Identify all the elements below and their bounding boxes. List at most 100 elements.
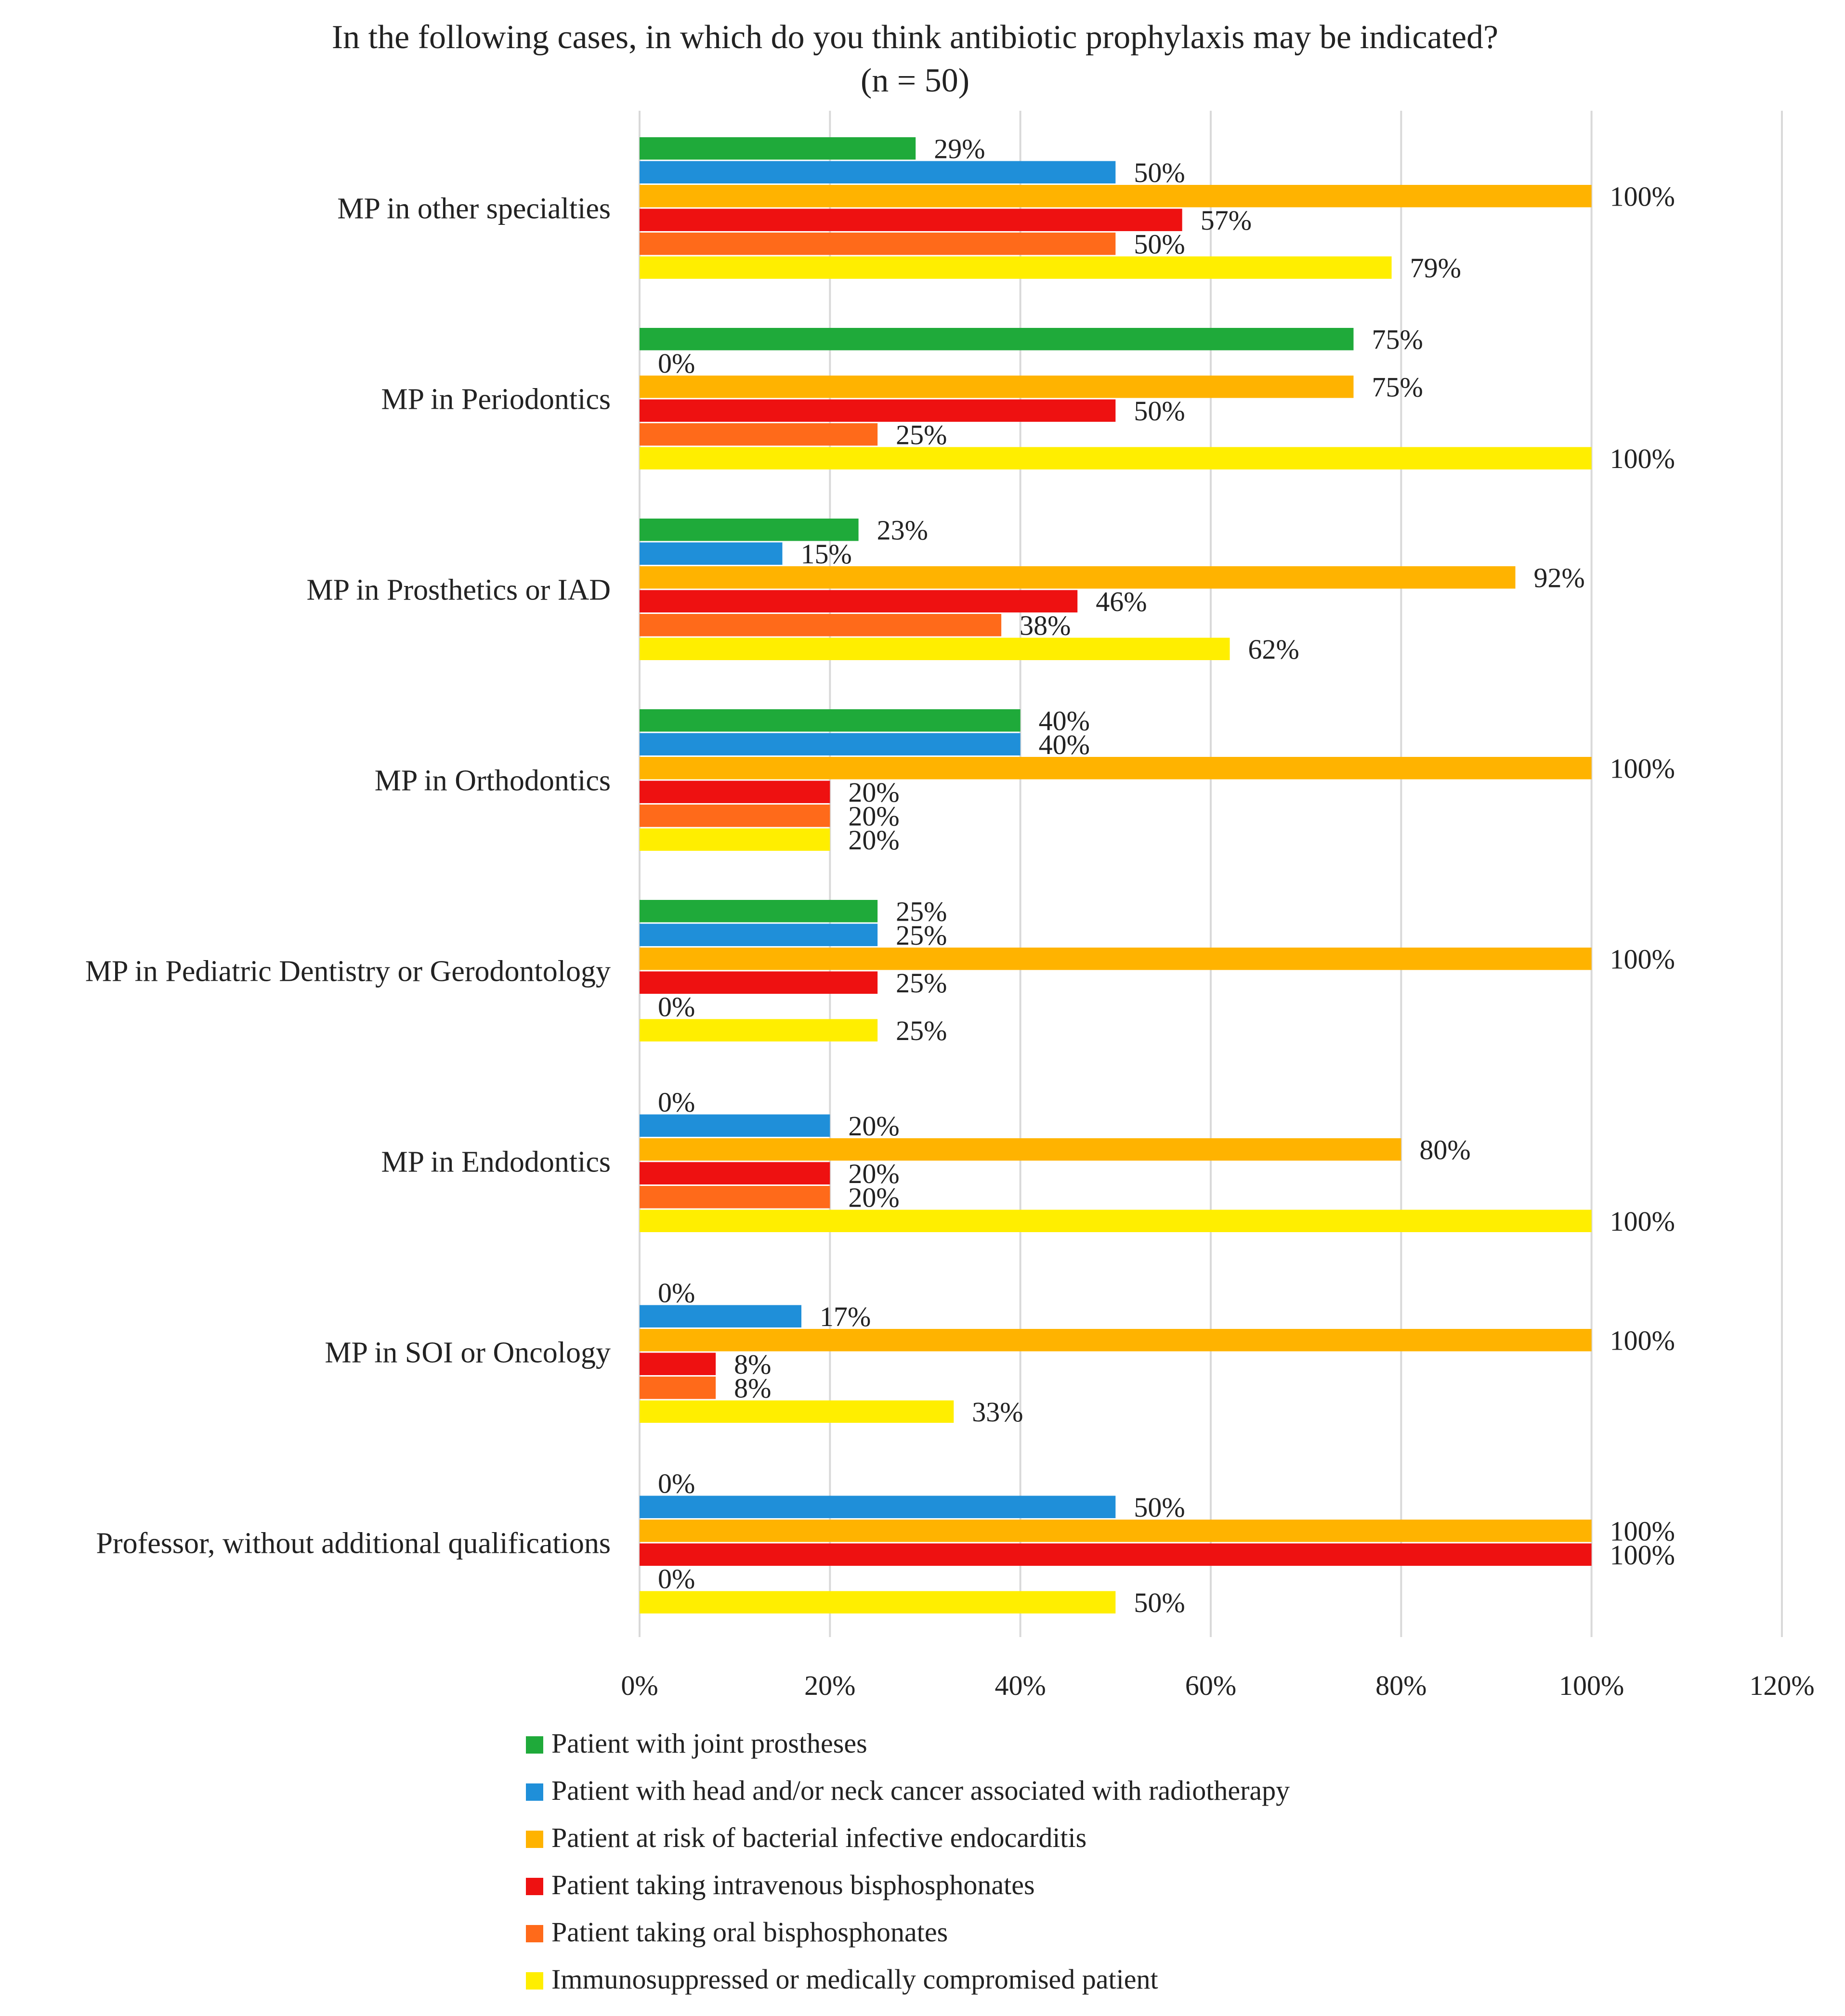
bar: [640, 1019, 878, 1041]
bar: [640, 733, 1021, 755]
data-label: 79%: [1410, 252, 1461, 284]
data-label: 20%: [848, 1110, 899, 1142]
x-tick-label: 120%: [1749, 1670, 1814, 1701]
x-axis-ticks: 0% 20% 40% 60% 80% 100% 120%: [621, 1670, 1814, 1701]
data-label: 0%: [658, 1277, 695, 1308]
data-label: 0%: [658, 348, 695, 379]
category-label: MP in Endodontics: [381, 1146, 611, 1179]
bar: [640, 208, 1182, 231]
x-tick-label: 0%: [621, 1670, 658, 1701]
bar: [640, 1496, 1116, 1518]
bar: [640, 757, 1592, 780]
data-label: 0%: [658, 1468, 695, 1499]
data-label: 25%: [896, 896, 947, 927]
bar: [640, 948, 1592, 970]
data-label: 33%: [972, 1396, 1023, 1428]
data-label: 75%: [1372, 324, 1423, 355]
data-label: 75%: [1372, 371, 1423, 403]
bar: [640, 709, 1021, 732]
gridlines: [639, 111, 1783, 1637]
bar: [640, 1186, 830, 1209]
legend-label: Patient with head and/or neck cancer ass…: [551, 1775, 1290, 1806]
data-labels: 29% 50% 100% 57% 50% 79% 75% 0% 75% 50% 25% 100% 23%…: [658, 133, 1675, 1618]
bar: [640, 1543, 1592, 1566]
legend-label: Patient taking oral bisphosphonates: [551, 1916, 948, 1948]
data-label: 20%: [848, 1158, 899, 1189]
data-label: 50%: [1134, 157, 1185, 188]
data-label: 0%: [658, 991, 695, 1022]
bar: [640, 328, 1354, 351]
category-label: MP in Pediatric Dentistry or Gerodontolo…: [85, 955, 611, 988]
legend-label: Patient with joint prostheses: [551, 1728, 867, 1759]
bar: [640, 519, 859, 541]
category-label: Professor, without additional qualificat…: [96, 1527, 611, 1560]
bar: [640, 542, 783, 565]
bar: [640, 447, 1592, 469]
bar: [640, 900, 878, 923]
bar: [640, 1353, 716, 1375]
legend-swatch: [526, 1972, 543, 1990]
data-label: 92%: [1534, 562, 1585, 593]
data-label: 40%: [1039, 729, 1090, 760]
bar: [640, 256, 1392, 279]
x-tick-label: 40%: [995, 1670, 1046, 1701]
data-label: 23%: [877, 514, 928, 546]
category-label: MP in SOI or Oncology: [325, 1337, 611, 1369]
x-tick-label: 80%: [1375, 1670, 1426, 1701]
bars: [640, 137, 1592, 1613]
bar: [640, 805, 830, 827]
data-label: 17%: [820, 1301, 871, 1332]
bar: [640, 1114, 830, 1137]
data-label: 25%: [896, 920, 947, 951]
legend-swatch: [526, 1736, 543, 1754]
data-label: 50%: [1134, 228, 1185, 260]
bar: [640, 1210, 1592, 1232]
data-label: 15%: [801, 538, 852, 570]
data-label: 50%: [1134, 1587, 1185, 1618]
data-label: 57%: [1201, 205, 1252, 236]
bar: [640, 828, 830, 851]
legend-swatch: [526, 1925, 543, 1942]
data-label: 25%: [896, 419, 947, 450]
bar: [640, 233, 1116, 255]
legend-label: Immunosuppressed or medically compromise…: [551, 1964, 1158, 1995]
bar: [640, 1329, 1592, 1352]
bar: [640, 1305, 802, 1327]
legend-label: Patient taking intravenous bisphosphonat…: [551, 1869, 1035, 1900]
data-label: 40%: [1039, 705, 1090, 736]
bar: [640, 923, 878, 946]
data-label: 25%: [896, 967, 947, 999]
category-labels: MP in other specialties MP in Periodontic…: [85, 193, 611, 1560]
bar: [640, 566, 1516, 589]
bar: [640, 376, 1354, 398]
data-label: 80%: [1419, 1134, 1470, 1165]
bar: [640, 614, 1002, 637]
data-label: 20%: [848, 800, 899, 832]
bar: [640, 637, 1230, 660]
legend-swatch: [526, 1783, 543, 1801]
bar: [640, 971, 878, 994]
bar: [640, 399, 1116, 422]
bar: [640, 590, 1078, 612]
data-label: 0%: [658, 1086, 695, 1118]
data-label: 100%: [1610, 1325, 1675, 1356]
bar: [640, 1400, 954, 1423]
data-label: 20%: [848, 1182, 899, 1213]
x-tick-label: 100%: [1559, 1670, 1624, 1701]
legend-label: Patient at risk of bacterial infective e…: [551, 1822, 1086, 1853]
legend: Patient with joint prostheses Patient wit…: [526, 1728, 1290, 1995]
category-label: MP in Periodontics: [381, 383, 611, 416]
category-label: MP in Orthodontics: [375, 765, 611, 797]
x-tick-label: 20%: [804, 1670, 855, 1701]
data-label: 100%: [1610, 1515, 1675, 1547]
legend-swatch: [526, 1831, 543, 1848]
legend-swatch: [526, 1878, 543, 1895]
data-label: 100%: [1610, 443, 1675, 474]
data-label: 46%: [1096, 586, 1147, 617]
data-label: 100%: [1610, 943, 1675, 975]
bar: [640, 780, 830, 803]
bar: [640, 1138, 1401, 1161]
chart-subtitle: (n = 50): [861, 62, 969, 99]
